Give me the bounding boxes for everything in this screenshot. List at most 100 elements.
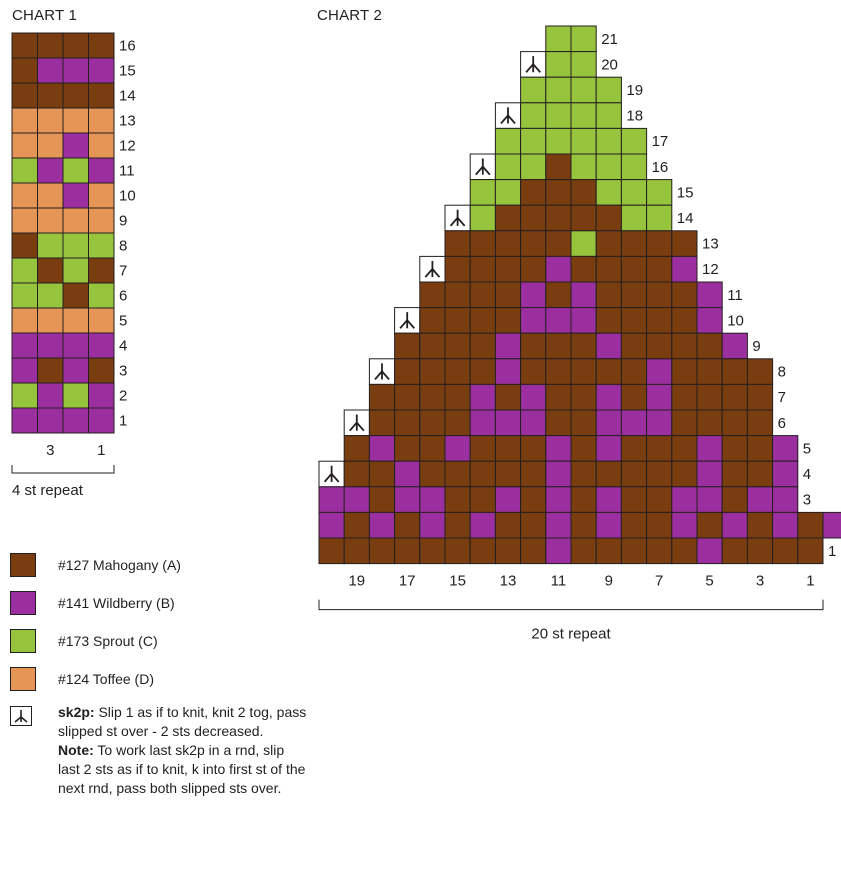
legend-label: #141 Wildberry (B)	[58, 595, 175, 611]
chart2-stitch	[343, 435, 370, 462]
chart1-stitch	[37, 282, 64, 309]
legend-label: #127 Mahogany (A)	[58, 557, 181, 573]
chart2-stitch	[721, 435, 748, 462]
chart2-stitch	[545, 179, 572, 206]
chart2-stitch	[696, 435, 723, 462]
chart2-row-label: 6	[778, 415, 786, 432]
chart2-stitch	[570, 76, 597, 104]
chart2-stitch	[595, 383, 622, 411]
chart2-stitch	[646, 511, 673, 539]
chart2-row-label: 4	[803, 466, 811, 483]
legend-label: #124 Toffee (D)	[58, 671, 154, 687]
chart2-stitch	[595, 76, 622, 104]
chart1-stitch	[37, 107, 64, 134]
chart2-stitch	[444, 511, 471, 539]
chart2-stitch	[620, 255, 648, 283]
chart2-stitch	[746, 486, 774, 513]
chart2-stitch	[419, 435, 446, 462]
chart2-stitch	[570, 153, 597, 181]
swatch-sprout	[10, 629, 36, 653]
chart2-stitch	[368, 435, 396, 462]
chart2-row-label: 18	[626, 108, 643, 125]
chart2-stitch	[746, 409, 774, 437]
chart2-stitch	[746, 537, 774, 565]
chart1-stitch	[62, 182, 89, 209]
chart1-stitch	[88, 132, 115, 159]
chart1-stitch	[37, 207, 64, 234]
chart2-stitch	[671, 486, 698, 513]
chart2-stitch	[469, 486, 496, 513]
chart2-stitch	[444, 332, 471, 360]
chart1-stitch	[37, 257, 64, 284]
chart2-stitch	[494, 460, 522, 488]
sk2p-icon	[323, 465, 340, 483]
chart2-stitch	[570, 204, 597, 232]
chart2-stitch	[494, 179, 522, 206]
chart1-stitch	[37, 57, 64, 84]
chart2-stitch	[721, 409, 748, 437]
chart2-stitch	[620, 511, 648, 539]
chart1-row-label: 6	[119, 288, 127, 305]
chart2-stitch	[671, 332, 698, 360]
chart1-stitch	[37, 382, 64, 409]
chart2-stitch	[646, 486, 673, 513]
chart2-stitch	[545, 307, 572, 334]
chart1-stitch	[37, 407, 64, 434]
chart2-stitch	[671, 281, 698, 309]
chart2-col-label: 13	[500, 573, 517, 590]
chart2-stitch	[520, 230, 547, 257]
chart1-row-label: 3	[119, 363, 127, 380]
chart2-stitch	[570, 307, 597, 334]
chart2-col-label: 5	[705, 573, 713, 590]
chart2-stitch	[595, 409, 622, 437]
chart1-stitch	[37, 82, 64, 109]
chart1-stitch	[62, 257, 89, 284]
chart2-stitch	[545, 102, 572, 129]
chart2-stitch	[444, 255, 471, 283]
chart2-col-label: 9	[605, 573, 613, 590]
chart2-stitch	[746, 383, 774, 411]
chart1-stitch	[37, 357, 64, 384]
chart1-stitch	[88, 257, 115, 284]
chart1-stitch	[88, 32, 115, 59]
chart2-stitch	[444, 383, 471, 411]
chart2-stitch	[520, 537, 547, 565]
chart2-stitch	[469, 179, 496, 206]
chart2-stitch	[646, 358, 673, 385]
chart1-row-label: 8	[119, 238, 127, 255]
chart1-row-label: 9	[119, 213, 127, 230]
chart2-stitch	[570, 51, 597, 78]
chart2-stitch	[343, 537, 370, 565]
chart2-stitch	[570, 486, 597, 513]
chart1-row-label: 11	[119, 163, 135, 180]
chart2-stitch	[494, 255, 522, 283]
chart2-stitch	[772, 486, 799, 513]
sk2p-icon	[349, 414, 365, 432]
chart1-stitch	[62, 232, 89, 259]
chart2-row-label: 10	[727, 312, 744, 329]
chart2-stitch	[646, 230, 673, 257]
chart2-stitch	[620, 332, 648, 360]
chart1-row-label: 14	[119, 88, 136, 105]
chart2-stitch	[671, 230, 698, 257]
chart2-row-label: 21	[601, 31, 618, 48]
chart2-stitch	[520, 332, 547, 360]
chart2-row-label: 17	[652, 133, 669, 150]
chart1-title: CHART 1	[12, 7, 78, 24]
chart1-row-label: 15	[119, 63, 136, 80]
sk2p-note: sk2p: Slip 1 as if to knit, knit 2 tog, …	[58, 703, 308, 798]
chart2-stitch	[570, 230, 597, 257]
chart1-stitch	[37, 332, 64, 359]
chart2-stitch	[595, 255, 622, 283]
chart2-stitch	[772, 511, 799, 539]
chart2-stitch	[520, 435, 547, 462]
chart1-stitch	[11, 257, 38, 284]
chart2-stitch	[746, 511, 774, 539]
chart2-stitch	[520, 307, 547, 334]
chart2-stitch	[494, 153, 522, 181]
chart2-stitch	[620, 460, 648, 488]
chart2-stitch	[797, 537, 824, 565]
chart2-stitch	[620, 204, 648, 232]
chart2-stitch	[494, 358, 522, 385]
chart1-stitch	[11, 357, 38, 384]
